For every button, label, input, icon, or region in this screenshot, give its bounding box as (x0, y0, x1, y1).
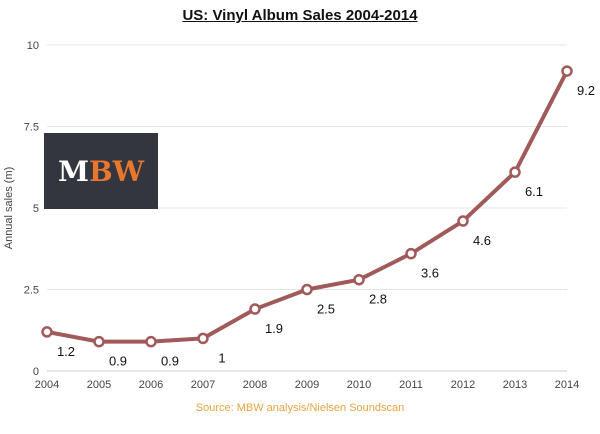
data-label: 0.9 (109, 354, 127, 369)
x-tick-label: 2008 (243, 379, 267, 391)
x-tick-label: 2004 (35, 379, 59, 391)
data-point (145, 335, 157, 348)
x-tick-label: 2010 (347, 379, 371, 391)
data-label: 0.9 (161, 354, 179, 369)
data-point (301, 283, 313, 296)
y-tick-label: 10 (27, 40, 39, 52)
data-label: 1.9 (265, 321, 283, 336)
x-tick-label: 2012 (451, 379, 475, 391)
data-label: 1 (218, 350, 225, 365)
x-tick-label: 2007 (191, 379, 215, 391)
x-tick-label: 2011 (399, 379, 423, 391)
data-label: 9.2 (577, 83, 595, 98)
data-label: 2.5 (317, 302, 335, 317)
data-point (93, 335, 105, 348)
data-point (457, 215, 469, 227)
logo-letter-w: W (112, 154, 145, 188)
logo-letter-b: B (88, 154, 113, 188)
y-tick-label: 5 (33, 203, 39, 215)
chart-title: US: Vinyl Album Sales 2004-2014 (182, 7, 418, 24)
y-tick-label: 7.5 (24, 122, 39, 134)
data-point (405, 247, 417, 260)
x-tick-label: 2005 (87, 379, 111, 391)
data-label: 1.2 (57, 344, 75, 359)
data-label: 3.6 (421, 266, 439, 281)
data-point (509, 166, 521, 178)
data-label: 4.6 (473, 233, 491, 248)
data-label: 2.8 (369, 292, 387, 307)
data-label: 6.1 (525, 184, 543, 199)
y-tick-label: 0 (33, 366, 39, 378)
data-point (249, 303, 261, 315)
x-tick-label: 2013 (503, 379, 527, 391)
data-point (41, 326, 53, 338)
source-note: Source: MBW analysis/Nielsen Soundscan (195, 402, 405, 414)
x-tick-label: 2009 (295, 379, 319, 391)
y-tick-label: 2.5 (24, 285, 39, 297)
data-point (561, 65, 573, 77)
x-tick-label: 2006 (139, 379, 163, 391)
data-point (353, 273, 365, 286)
mbw-logo: M B W (44, 133, 158, 209)
logo-letter-m: M (57, 154, 89, 188)
data-point (197, 332, 209, 345)
y-axis-title: Annual sales (m) (3, 167, 15, 250)
x-tick-label: 2014 (555, 379, 579, 391)
